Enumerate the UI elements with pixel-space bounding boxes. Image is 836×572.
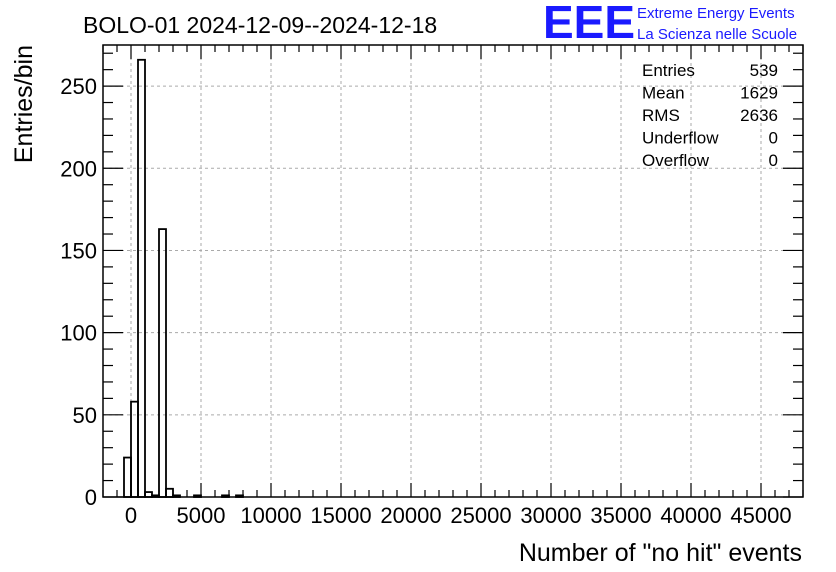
x-tick-label: 30000 [520, 503, 581, 528]
logo-mark: EEE [543, 0, 635, 48]
y-tick-label: 50 [73, 403, 97, 428]
x-tick-label: 40000 [660, 503, 721, 528]
x-axis-title: Number of "no hit" events [519, 539, 802, 567]
x-tick-label: 20000 [380, 503, 441, 528]
logo-line-1: Extreme Energy Events [637, 5, 795, 22]
y-tick-label: 0 [85, 485, 97, 510]
stats-value: 1629 [740, 84, 778, 103]
stats-label: RMS [642, 106, 680, 125]
chart-title: BOLO-01 2024-12-09--2024-12-18 [83, 12, 437, 38]
y-tick-label: 200 [60, 156, 97, 181]
stats-label: Mean [642, 84, 685, 103]
x-tick-label: 35000 [590, 503, 651, 528]
stats-value: 0 [769, 129, 778, 148]
x-tick-label: 0 [125, 503, 137, 528]
y-tick-label: 150 [60, 238, 97, 263]
y-axis-title: Entries/bin [10, 45, 38, 163]
stats-label: Entries [642, 61, 695, 80]
x-tick-label: 45000 [730, 503, 791, 528]
stats-value: 539 [750, 61, 778, 80]
stats-label: Overflow [642, 151, 710, 170]
axis-ticks: 0 5000 10000 15000 20000 25000 30000 35000 40000… [60, 45, 804, 528]
x-tick-label: 15000 [310, 503, 371, 528]
stats-box: Entries 539 Mean 1629 RMS 2636 Underflow 0 Overf… [642, 61, 778, 170]
logo-line-2: La Scienza nelle Scuole [637, 26, 797, 43]
stats-label: Underflow [642, 129, 719, 148]
y-tick-label: 250 [60, 74, 97, 99]
x-tick-label: 10000 [240, 503, 301, 528]
eee-logo: EEE Extreme Energy Events La Scienza nel… [543, 0, 797, 48]
x-tick-label: 5000 [177, 503, 226, 528]
stats-value: 2636 [740, 106, 778, 125]
stats-value: 0 [769, 151, 778, 170]
x-tick-label: 25000 [450, 503, 511, 528]
y-tick-label: 100 [60, 321, 97, 346]
